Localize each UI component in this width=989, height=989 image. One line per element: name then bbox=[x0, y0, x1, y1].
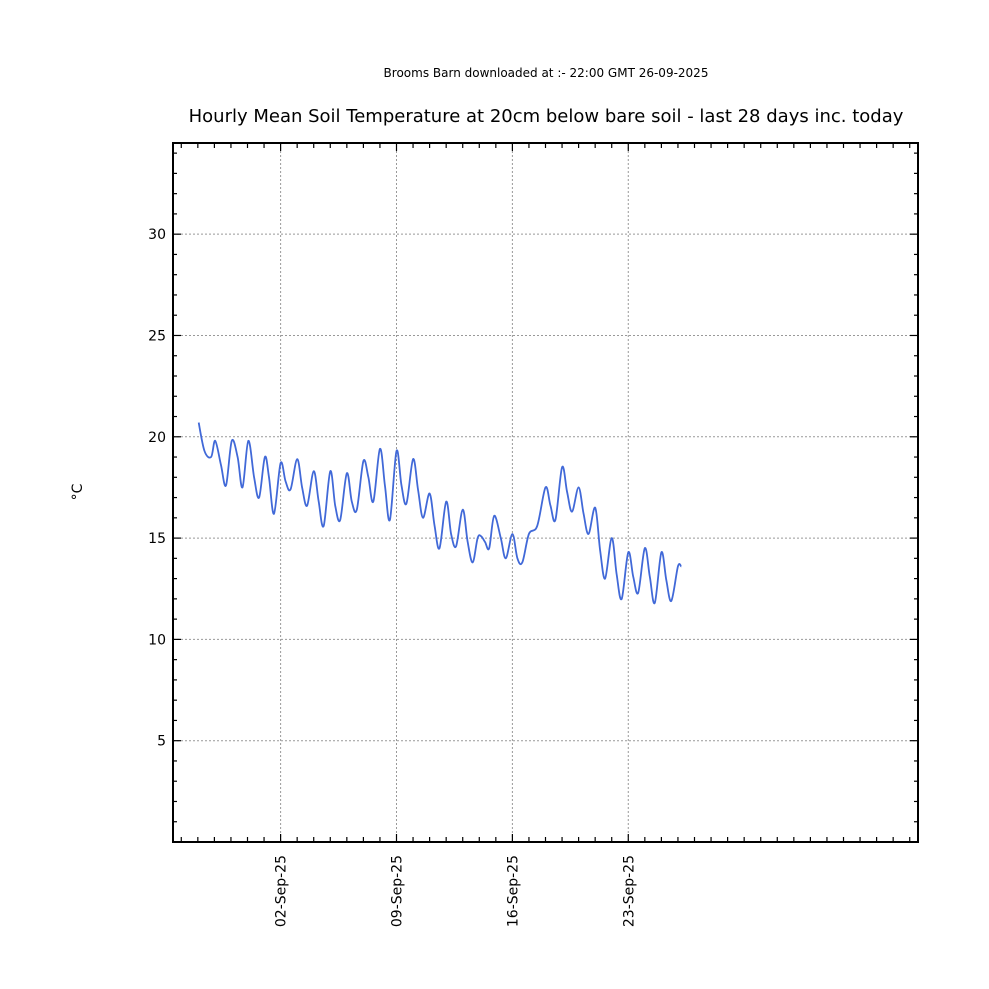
chart-subtitle: Brooms Barn downloaded at :- 22:00 GMT 2… bbox=[384, 66, 709, 80]
x-tick-label: 02-Sep-25 bbox=[274, 855, 290, 927]
grid-lines bbox=[173, 143, 918, 842]
x-tick-label: 23-Sep-25 bbox=[621, 855, 637, 927]
plot-frame bbox=[172, 142, 919, 843]
axis-tick-labels: 5 10 15 20 25 30 02-Sep-25 09-Sep-25 16-Sep-25 23… bbox=[148, 227, 637, 927]
y-axis-label: °C bbox=[70, 483, 86, 500]
y-tick-label: 30 bbox=[148, 227, 166, 243]
y-tick-label: 10 bbox=[148, 632, 166, 648]
chart-title: Hourly Mean Soil Temperature at 20cm bel… bbox=[189, 106, 904, 127]
y-tick-label: 20 bbox=[148, 430, 166, 446]
y-tick-label: 25 bbox=[148, 328, 166, 344]
x-tick-label: 09-Sep-25 bbox=[390, 855, 406, 927]
x-tick-label: 16-Sep-25 bbox=[505, 855, 521, 927]
y-tick-label: 15 bbox=[148, 531, 166, 547]
series-layer bbox=[197, 422, 683, 605]
axis-ticks bbox=[173, 143, 918, 843]
series-line-0 bbox=[197, 422, 683, 605]
y-tick-label: 5 bbox=[157, 734, 166, 750]
